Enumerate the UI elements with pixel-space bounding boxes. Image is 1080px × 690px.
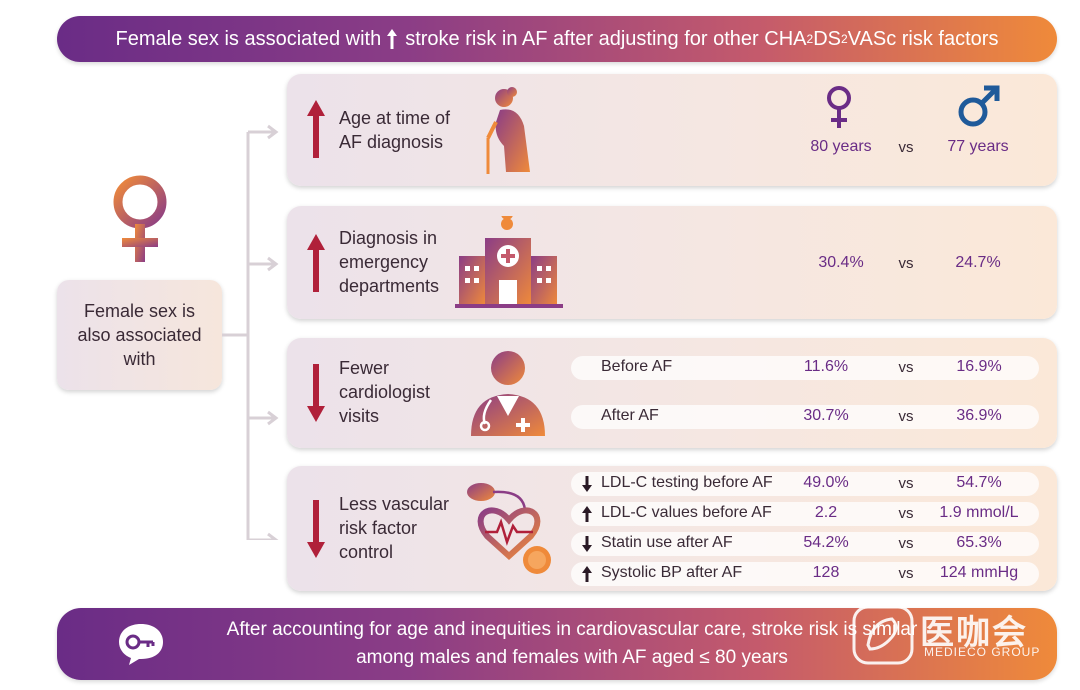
emergency-female-value: 30.4%	[818, 254, 864, 271]
top-banner-pre: Female sex is associated with	[115, 27, 382, 50]
left-summary-box: Female sex is also associated with	[57, 280, 222, 390]
cardiologist-row-before: Before AF 11.6% vs 16.9%	[571, 356, 1039, 380]
vascular-row-statin: Statin use after AF 54.2% vs 65.3%	[571, 532, 1039, 556]
watermark-cn: 医咖会	[920, 613, 1028, 653]
vascular-pill-3	[571, 532, 1039, 556]
after-af-pill	[571, 405, 1039, 429]
female-symbol-icon	[113, 175, 167, 262]
cardiologist-row-after: After AF 30.7% vs 36.9%	[571, 405, 1039, 429]
row-label: LDL-C testing before AF	[601, 474, 773, 491]
heart-blood-pressure-icon	[467, 483, 551, 574]
emergency-male-value: 24.7%	[955, 254, 1001, 271]
bottom-banner-text: After accounting for age and inequities …	[207, 616, 937, 672]
vascular-label: Less vascular risk factor control	[339, 492, 449, 564]
watermark: 医咖会 MEDIECO GROUP	[852, 605, 1052, 665]
row-female-value: 2.2	[814, 504, 838, 521]
down-arrow-icon	[307, 364, 325, 422]
watermark-logo-icon	[852, 605, 914, 665]
top-banner-end: VASc risk factors	[847, 27, 999, 50]
row-vs: vs	[898, 475, 914, 492]
age-label-line1: Age at time of	[339, 108, 451, 128]
card-age: Age at time of AF diagnosis 80 years vs …	[287, 74, 1057, 186]
up-arrow-icon	[307, 234, 325, 292]
row-label: Statin use after AF	[601, 534, 733, 551]
vascular-row-systolic-bp: Systolic BP after AF 128 vs 124 mmHg	[571, 562, 1039, 586]
up-arrow-icon	[582, 566, 592, 582]
row-male-value: 54.7%	[956, 474, 1002, 491]
bottom-line1: After accounting for age and inequities …	[226, 619, 918, 640]
key-bubble-icon	[119, 624, 163, 665]
bottom-line2: among males and females with AF aged ≤ 8…	[356, 647, 788, 668]
row-male-value: 124 mmHg	[939, 564, 1019, 581]
emergency-vs: vs	[898, 255, 914, 272]
vascular-row-ldl-testing: LDL-C testing before AF 49.0% vs 54.7%	[571, 472, 1039, 496]
male-symbol-icon	[958, 85, 1000, 127]
top-banner: Female sex is associated with stroke ris…	[57, 16, 1057, 62]
hospital-icon	[455, 216, 563, 308]
age-label-line2: AF diagnosis	[339, 132, 444, 152]
row-vs: vs	[898, 359, 914, 376]
row-male-value: 1.9 mmol/L	[939, 504, 1019, 521]
row-male-value: 36.9%	[956, 407, 1002, 424]
emergency-label: Diagnosis in emergency departments	[339, 226, 439, 298]
age-label: Age at time of AF diagnosis	[339, 106, 450, 154]
row-male-value: 16.9%	[956, 358, 1002, 375]
left-summary-text: Female sex is also associated with	[77, 301, 202, 369]
top-banner-sub1: 2	[806, 32, 814, 46]
vascular-row-ldl-values: LDL-C values before AF 2.2 vs 1.9 mmol/L	[571, 502, 1039, 526]
row-label: Before AF	[601, 358, 673, 375]
row-label: After AF	[601, 407, 659, 424]
top-banner-post: stroke risk in AF after adjusting for ot…	[405, 27, 807, 50]
cardiologist-label-line2: cardiologist	[339, 382, 431, 402]
up-arrow-icon	[582, 506, 592, 522]
bottom-banner: After accounting for age and inequities …	[57, 608, 1057, 680]
card-cardiologist: Fewer cardiologist visits Before AF 11.6…	[287, 338, 1057, 448]
top-banner-sub2: 2	[840, 32, 848, 46]
up-arrow-icon	[387, 29, 398, 49]
row-vs: vs	[898, 565, 914, 582]
age-vs: vs	[898, 139, 914, 156]
row-vs: vs	[898, 535, 914, 552]
watermark-en: MEDIECO GROUP	[924, 645, 1041, 659]
row-female-value: 54.2%	[803, 534, 849, 551]
doctor-icon	[471, 351, 545, 436]
row-label: LDL-C values before AF	[601, 504, 772, 521]
female-symbol-icon	[827, 86, 851, 128]
down-arrow-icon	[582, 536, 592, 552]
down-arrow-icon	[307, 500, 325, 558]
vascular-pill-1	[571, 472, 1039, 496]
row-vs: vs	[898, 408, 914, 425]
vascular-pill-2	[571, 502, 1039, 526]
row-male-value: 65.3%	[956, 534, 1002, 551]
down-arrow-icon	[582, 476, 592, 492]
emergency-label-line3: departments	[339, 276, 440, 296]
up-arrow-icon	[307, 100, 325, 158]
cardiologist-label: Fewer cardiologist visits	[339, 356, 430, 428]
age-male-value: 77 years	[947, 138, 1009, 155]
vascular-pill-4	[571, 562, 1039, 586]
emergency-label-line2: emergency	[339, 252, 429, 272]
cardiologist-label-line1: Fewer	[339, 358, 390, 378]
age-female-value: 80 years	[810, 138, 872, 155]
emergency-label-line1: Diagnosis in	[339, 228, 438, 248]
row-label: Systolic BP after AF	[601, 564, 743, 581]
row-female-value: 30.7%	[803, 407, 849, 424]
connector-lines	[222, 124, 279, 540]
vascular-label-line3: control	[339, 542, 394, 562]
vascular-label-line1: Less vascular	[339, 494, 450, 514]
cardiologist-label-line3: visits	[339, 406, 379, 426]
card-vascular: Less vascular risk factor control LDL-C …	[287, 466, 1057, 591]
row-female-value: 11.6%	[803, 358, 849, 375]
row-female-value: 128	[812, 564, 840, 581]
card-emergency: Diagnosis in emergency departments 30.4%…	[287, 206, 1057, 319]
before-af-pill	[571, 356, 1039, 380]
row-vs: vs	[898, 505, 914, 522]
vascular-label-line2: risk factor	[339, 518, 418, 538]
top-banner-mid: DS	[813, 27, 841, 50]
elderly-woman-icon	[486, 87, 530, 174]
row-female-value: 49.0%	[803, 474, 849, 491]
